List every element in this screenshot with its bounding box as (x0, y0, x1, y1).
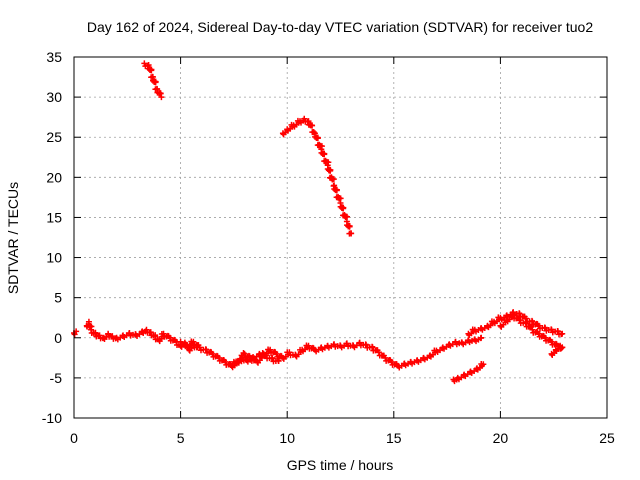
data-point (346, 223, 353, 230)
data-point (301, 115, 308, 122)
y-tick-label: 5 (54, 290, 62, 306)
data-point (196, 344, 203, 351)
data-point (342, 214, 349, 221)
axis-ticks: 0 5 10 15 20 25 -10 -5 0 5 10 15 20 25 30 35 (42, 49, 615, 446)
data-point (336, 195, 343, 202)
y-tick-label: 20 (46, 169, 62, 185)
data-point (152, 79, 159, 86)
data-point (240, 349, 247, 356)
data-point (309, 122, 316, 129)
data-point (510, 312, 517, 319)
data-point (292, 352, 299, 359)
chart-title: Day 162 of 2024, Sidereal Day-to-day VTE… (87, 19, 594, 35)
y-axis-label: SDTVAR / TECUs (5, 182, 21, 294)
data-point (375, 349, 382, 356)
x-tick-label: 5 (177, 430, 185, 446)
data-point (503, 317, 510, 324)
x-axis-label: GPS time / hours (287, 457, 394, 473)
y-tick-label: 0 (54, 330, 62, 346)
data-point (535, 322, 542, 329)
plot-frame (73, 56, 608, 419)
data-point (480, 361, 487, 368)
data-point (286, 349, 293, 356)
y-tick-label: 35 (46, 49, 62, 65)
y-tick-label: 10 (46, 250, 62, 266)
data-point (343, 340, 350, 347)
y-tick-label: 15 (46, 209, 62, 225)
x-tick-label: 10 (279, 430, 295, 446)
data-point (329, 176, 336, 183)
data-point (516, 317, 523, 324)
data-point (528, 323, 535, 330)
data-point (279, 354, 286, 361)
data-point (554, 328, 561, 335)
data-point (497, 322, 504, 329)
data-point (71, 331, 78, 338)
data-point (327, 167, 334, 174)
data-point (275, 358, 282, 365)
grid (74, 57, 607, 418)
data-point (340, 205, 347, 212)
x-tick-label: 20 (493, 430, 509, 446)
data-point (143, 326, 150, 333)
data-point (314, 135, 321, 142)
data-point (427, 352, 434, 359)
data-point (262, 352, 269, 359)
data-point (559, 344, 566, 351)
data-point (321, 151, 328, 158)
data-point (148, 67, 155, 74)
y-tick-label: -10 (42, 410, 62, 426)
data-point (96, 332, 103, 339)
y-tick-label: -5 (50, 370, 63, 386)
data-point (348, 230, 355, 237)
data-point (269, 355, 276, 362)
data-point (478, 334, 485, 341)
x-tick-label: 25 (599, 430, 615, 446)
data-point (310, 129, 317, 136)
x-tick-label: 0 (70, 430, 78, 446)
data-point (105, 330, 112, 337)
data-point (190, 338, 197, 345)
data-points (71, 60, 566, 385)
data-point (369, 344, 376, 351)
y-tick-label: 25 (46, 129, 62, 145)
data-point (559, 330, 566, 337)
data-point (363, 341, 370, 348)
data-point (516, 310, 523, 317)
y-tick-label: 30 (46, 89, 62, 105)
x-tick-label: 15 (386, 430, 402, 446)
data-point (333, 187, 340, 194)
data-point (158, 94, 165, 101)
data-point (356, 339, 363, 346)
